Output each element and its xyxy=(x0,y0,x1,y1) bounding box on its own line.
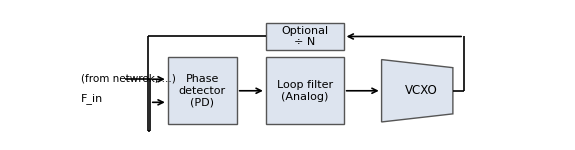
Text: Loop filter
(Analog): Loop filter (Analog) xyxy=(277,80,333,102)
FancyBboxPatch shape xyxy=(168,57,237,124)
Text: F_in: F_in xyxy=(81,93,103,104)
Text: Phase
detector
(PD): Phase detector (PD) xyxy=(179,74,226,107)
Polygon shape xyxy=(382,60,453,122)
Text: Optional
÷ N: Optional ÷ N xyxy=(281,26,328,47)
FancyBboxPatch shape xyxy=(266,57,344,124)
Text: (from netwrok, …): (from netwrok, …) xyxy=(81,73,176,83)
Text: VCXO: VCXO xyxy=(405,84,438,97)
FancyBboxPatch shape xyxy=(266,23,344,50)
